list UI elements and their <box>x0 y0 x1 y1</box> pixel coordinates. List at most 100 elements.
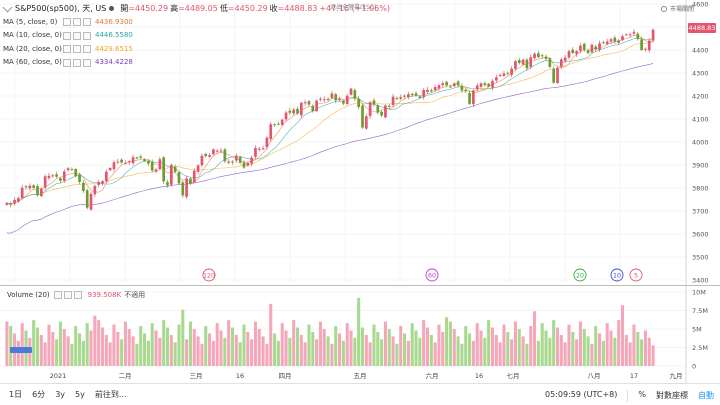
candle-body <box>556 67 559 84</box>
volume-bar <box>590 343 594 366</box>
visibility-icon[interactable] <box>53 291 62 299</box>
candle-body <box>540 55 544 57</box>
log-scale-button[interactable]: 對數座標 <box>656 391 688 400</box>
volume-bar <box>5 321 9 366</box>
divider <box>627 390 629 402</box>
volume-bar <box>487 320 491 366</box>
visibility-icon[interactable] <box>63 45 71 54</box>
volume-bar <box>261 336 265 366</box>
candle-body <box>200 155 204 166</box>
visibility-icon[interactable] <box>63 18 71 27</box>
volume-bar <box>322 329 326 366</box>
volume-bar <box>246 331 250 366</box>
symbol-label[interactable]: S&P500(sp500), 天, US <box>15 4 107 13</box>
settings-icon[interactable] <box>73 18 81 27</box>
volume-bar <box>307 324 311 366</box>
settings-icon[interactable] <box>73 58 81 67</box>
candle-body <box>55 174 58 177</box>
candle-body <box>582 43 586 50</box>
close-icon[interactable] <box>73 291 82 299</box>
ma5-row[interactable]: MA (5, close, 0) 4436.9300 <box>3 16 392 30</box>
range-5y-button[interactable]: 5y <box>75 390 85 399</box>
candle-body <box>5 202 9 205</box>
candle-body <box>177 172 181 184</box>
close-icon[interactable] <box>83 58 91 67</box>
price-chart[interactable]: 4600450044004300420041004000390038003700… <box>0 0 720 286</box>
volume-bar <box>74 326 78 366</box>
settings-icon[interactable] <box>73 31 81 40</box>
volume-bar <box>513 321 517 366</box>
volume-tick-label: 2.5M <box>692 344 708 352</box>
range-3y-button[interactable]: 3y <box>55 390 66 399</box>
candle-body <box>624 34 628 36</box>
percent-scale-button[interactable]: % <box>638 390 646 399</box>
goto-button[interactable]: 前往到... <box>94 390 127 399</box>
volume-bar <box>250 339 254 366</box>
range-6m-button[interactable]: 6分 <box>32 390 46 399</box>
volume-bar <box>441 331 445 366</box>
event-marker-label: 60 <box>428 272 436 279</box>
candle-body <box>579 45 582 51</box>
volume-value: 939.508K <box>87 291 122 299</box>
candle-body <box>219 150 223 152</box>
candle-body <box>162 157 166 182</box>
candle-body <box>395 98 399 100</box>
price-tick-label: 4100 <box>692 116 709 124</box>
candle-body <box>97 182 101 185</box>
time-axis-label: 16 <box>475 372 483 380</box>
event-marker <box>425 268 439 282</box>
volume-bar <box>494 334 498 366</box>
price-tick-label: 4000 <box>692 139 709 147</box>
volume-bar <box>135 343 139 366</box>
candle-body <box>621 36 624 40</box>
volume-bar <box>35 327 40 366</box>
event-marker <box>202 268 216 282</box>
settings-icon[interactable] <box>63 291 72 299</box>
candle-body <box>307 101 311 105</box>
ma20-row[interactable]: MA (20, close, 0) 4429.6515 <box>3 43 392 57</box>
volume-tick-label: 0 <box>692 363 696 371</box>
exit-fullscreen-hint[interactable]: 退出全螢幕(ESC) <box>330 4 377 11</box>
candle-body <box>246 162 250 166</box>
price-tick-label: 3800 <box>692 185 709 193</box>
event-badge-icon <box>10 347 32 353</box>
volume-bar <box>349 330 353 366</box>
close-icon[interactable] <box>83 45 91 54</box>
candle-body <box>261 148 265 150</box>
volume-bar <box>185 339 189 366</box>
candle-body <box>548 58 552 67</box>
close-icon[interactable] <box>83 31 91 40</box>
time-axis-label: 16 <box>236 372 244 380</box>
ma10-row[interactable]: MA (10, close, 0) 4446.5580 <box>3 29 392 43</box>
volume-bar <box>39 334 43 366</box>
volume-bar <box>433 342 437 366</box>
volume-bar <box>51 331 55 366</box>
candle-body <box>468 93 471 104</box>
candle-body <box>231 161 234 163</box>
volume-bar <box>223 337 227 366</box>
chart-legend: S&P500(sp500), 天, US 開 =4450.29 高 =4489.05… <box>2 2 392 70</box>
low-label: 低 <box>219 4 228 13</box>
clock-readout[interactable]: 05:09:59 (UTC+8) <box>545 390 618 399</box>
candle-body <box>296 108 299 114</box>
candle-body <box>150 162 154 171</box>
collapse-icon[interactable] <box>2 2 13 13</box>
candle-body <box>181 182 185 196</box>
volume-bar <box>43 342 47 366</box>
price-tick-label: 4300 <box>692 70 709 78</box>
volume-tick-label: 10M <box>692 289 706 297</box>
settings-icon[interactable] <box>73 45 81 54</box>
auto-scale-button[interactable]: 自動 <box>698 391 714 400</box>
event-marker-label: 10 <box>613 272 621 279</box>
ma60-row[interactable]: MA (60, close, 0) 4334.4228 <box>3 56 392 70</box>
range-1d-button[interactable]: 1日 <box>9 390 23 399</box>
close-icon[interactable] <box>83 18 91 27</box>
candle-body <box>169 164 173 185</box>
visibility-icon[interactable] <box>63 58 71 67</box>
volume-bar <box>464 326 468 366</box>
candle-body <box>525 59 529 69</box>
volume-bar <box>517 329 521 366</box>
volume-bar <box>521 336 525 366</box>
visibility-icon[interactable] <box>63 31 71 40</box>
volume-chart[interactable]: 10M 7.5M 5M 2.5M 0 2021 二月 三月 16 四月 五月 六月 16 七月 八月 17 九月 <box>0 286 720 383</box>
